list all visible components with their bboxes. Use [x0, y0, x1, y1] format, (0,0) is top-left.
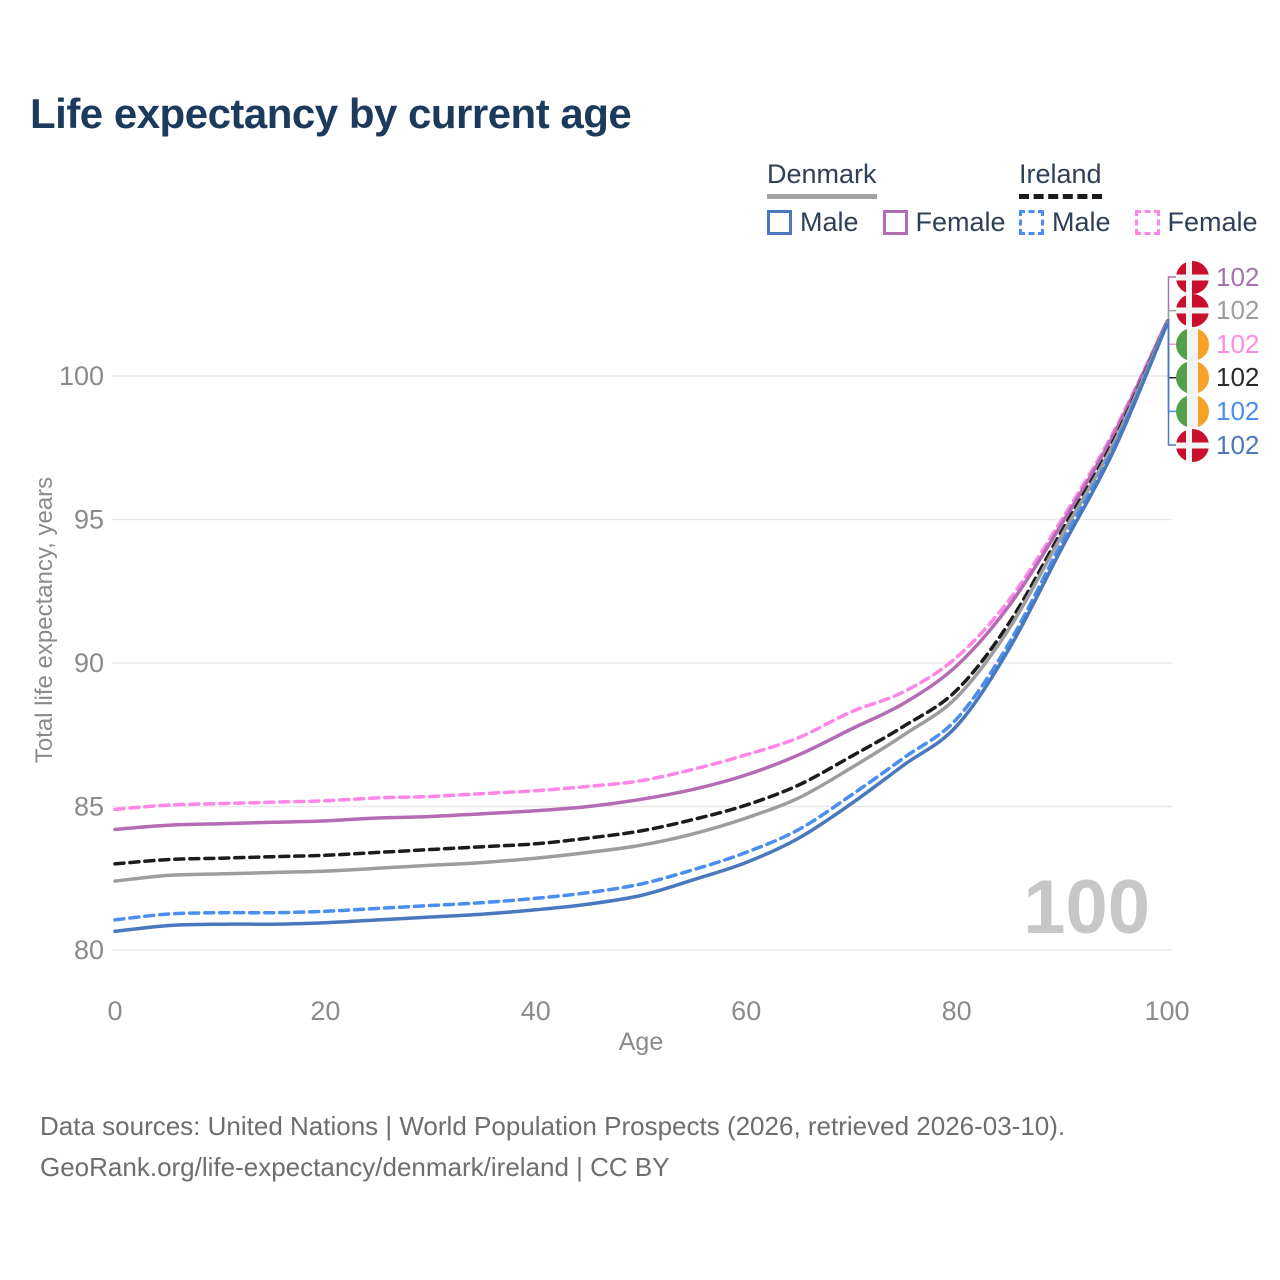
- x-tick-label: 60: [731, 996, 761, 1026]
- legend-item-ireland-male[interactable]: Male: [1019, 207, 1111, 238]
- x-tick-label: 0: [107, 996, 122, 1026]
- end-label-value: 102: [1216, 429, 1260, 460]
- y-tick-label: 85: [74, 792, 104, 822]
- y-tick-label: 100: [59, 361, 104, 391]
- x-tick-label: 80: [942, 996, 972, 1026]
- series-line-denmark-total[interactable]: [113, 321, 1169, 883]
- end-label-row: 102: [1176, 428, 1259, 462]
- legend-ireland-label[interactable]: Ireland: [1019, 159, 1102, 199]
- legend-item-ireland-female[interactable]: Female: [1134, 206, 1258, 238]
- end-label-row: 102: [1176, 394, 1259, 428]
- legend-ireland-items: Male Female: [1019, 207, 1280, 238]
- page-title: Life expectancy by current age: [30, 90, 632, 137]
- legend-group-ireland: Ireland Male Female: [1019, 159, 1280, 238]
- end-label-value: 102: [1216, 328, 1260, 359]
- legend-group-denmark: Denmark Male Female: [767, 159, 1030, 238]
- denmark-flag-icon: [1176, 428, 1209, 462]
- footer-sources-line: Data sources: United Nations | World Pop…: [40, 1111, 1066, 1141]
- end-label-connector: [1167, 319, 1176, 446]
- legend-denmark-label[interactable]: Denmark: [767, 159, 877, 199]
- ireland-flag-icon: [1176, 361, 1209, 395]
- y-tick-label: 90: [74, 648, 104, 678]
- legend-item-label: Female: [915, 206, 1006, 237]
- footer: Data sources: United Nations | World Pop…: [40, 1106, 1065, 1188]
- series-line-denmark-male[interactable]: [113, 322, 1169, 934]
- denmark-male-swatch-icon: [767, 209, 792, 235]
- y-axis-title: Total life expectancy, years: [31, 476, 58, 764]
- ireland-female-swatch-icon: [1134, 209, 1160, 235]
- end-label-value: 102: [1216, 295, 1260, 326]
- series-line-ireland-male[interactable]: [113, 322, 1169, 922]
- end-label-row: 102: [1176, 361, 1259, 395]
- legend-item-label: Male: [1052, 206, 1111, 237]
- series-line-ireland-female[interactable]: [113, 319, 1169, 812]
- end-label-row: 102: [1176, 294, 1259, 328]
- legend-item-label: Female: [1167, 206, 1258, 237]
- legend-item-label: Male: [800, 206, 859, 237]
- legend-item-denmark-female[interactable]: Female: [882, 206, 1006, 238]
- end-label-row: 102: [1176, 260, 1259, 294]
- ireland-male-swatch-icon: [1019, 209, 1044, 235]
- end-label-value: 102: [1216, 395, 1260, 426]
- legend-denmark-items: Male Female: [767, 207, 1030, 238]
- x-axis-title: Age: [619, 1028, 663, 1056]
- ireland-flag-icon: [1176, 394, 1209, 428]
- end-label-value: 102: [1216, 261, 1260, 292]
- series-line-denmark-female[interactable]: [113, 319, 1169, 832]
- y-tick-label: 95: [74, 505, 104, 535]
- y-tick-label: 80: [74, 935, 104, 965]
- x-tick-label: 40: [521, 996, 551, 1026]
- denmark-female-swatch-icon: [882, 209, 908, 235]
- end-label-value: 102: [1216, 362, 1260, 393]
- denmark-flag-icon: [1176, 294, 1209, 328]
- footer-attribution-line: GeoRank.org/life-expectancy/denmark/irel…: [40, 1152, 670, 1182]
- x-tick-label: 20: [310, 996, 340, 1026]
- x-tick-label: 100: [1144, 996, 1189, 1026]
- end-label-row: 102: [1176, 327, 1259, 361]
- age-counter-watermark: 100: [1023, 865, 1150, 950]
- denmark-flag-icon: [1176, 260, 1209, 294]
- legend-item-denmark-male[interactable]: Male: [767, 207, 859, 238]
- ireland-flag-icon: [1176, 327, 1209, 361]
- series-line-ireland-total[interactable]: [113, 321, 1169, 866]
- end-label-connector: [1167, 309, 1176, 321]
